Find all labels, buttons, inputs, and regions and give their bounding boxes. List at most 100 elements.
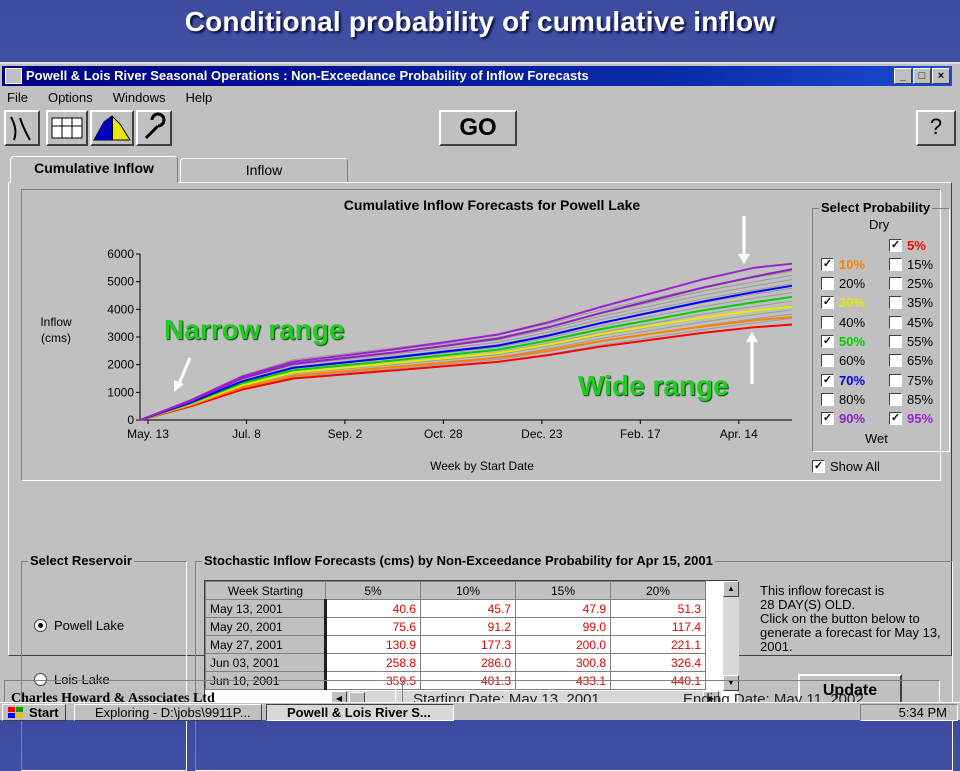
probability-checkbox[interactable]: ✓	[821, 373, 834, 387]
probability-checkbox[interactable]	[889, 335, 902, 348]
system-tray: 5:34 PM	[860, 704, 958, 721]
column-header[interactable]: 5%	[325, 581, 421, 600]
y-tick-label: 0	[127, 413, 134, 427]
probability-checkbox[interactable]	[821, 354, 834, 368]
help-button[interactable]: ?	[916, 110, 956, 146]
curve-tool-button[interactable]	[4, 110, 40, 146]
tab-cumulative-inflow[interactable]: Cumulative Inflow	[10, 156, 178, 183]
probability-checkbox[interactable]: ✓	[821, 257, 834, 271]
x-axis-label: Week by Start Date	[430, 459, 534, 473]
menu-help[interactable]: Help	[185, 90, 213, 105]
probability-checkbox[interactable]	[889, 296, 902, 310]
probability-option[interactable]: 45%	[889, 314, 933, 330]
probability-label: 85%	[907, 391, 934, 407]
probability-option[interactable]: ✓ 95%	[889, 411, 933, 427]
toolbar: GO ?	[2, 110, 956, 150]
probability-option[interactable]: 65%	[889, 353, 933, 369]
value-cell: 177.3	[420, 635, 516, 654]
probability-option[interactable]: 85%	[889, 391, 933, 407]
table-row[interactable]: May 20, 2001 75.6 91.2 99.0 117.4	[205, 617, 706, 636]
probability-option[interactable]: ✓ 10%	[821, 256, 865, 272]
distribution-tool-button[interactable]	[90, 110, 134, 146]
scroll-up-icon[interactable]: ▲	[723, 581, 739, 597]
settings-tool-button[interactable]	[136, 110, 172, 146]
column-header[interactable]: 20%	[610, 581, 706, 600]
app-window: Powell & Lois River Seasonal Operations …	[0, 62, 960, 771]
taskbar-item-app[interactable]: Powell & Lois River S...	[266, 704, 454, 721]
value-cell: 300.8	[515, 653, 611, 672]
radio-button[interactable]	[34, 673, 47, 686]
probability-checkbox[interactable]: ✓	[889, 238, 902, 252]
probability-checkbox[interactable]	[821, 315, 834, 329]
value-cell: 75.6	[325, 617, 421, 636]
show-all-checkbox[interactable]: ✓ Show All	[812, 458, 880, 474]
probability-checkbox[interactable]	[821, 392, 834, 406]
probability-checkbox[interactable]: ✓	[821, 335, 834, 348]
scroll-down-icon[interactable]: ▼	[723, 675, 739, 691]
probability-checkbox[interactable]	[889, 257, 902, 271]
x-tick-label: Oct. 28	[424, 427, 463, 441]
probability-option[interactable]: 15%	[889, 256, 933, 272]
value-cell: 47.9	[515, 599, 611, 618]
probability-checkbox[interactable]	[821, 277, 834, 291]
table-row[interactable]: May 27, 2001 130.9 177.3 200.0 221.1	[205, 635, 706, 654]
value-cell: 99.0	[515, 617, 611, 636]
menu-options[interactable]: Options	[47, 90, 93, 105]
probability-label: 95%	[907, 411, 934, 427]
menu-windows[interactable]: Windows	[112, 90, 166, 105]
probability-label: 55%	[907, 334, 934, 349]
probability-checkbox[interactable]: ✓	[889, 412, 902, 426]
column-header[interactable]: 15%	[515, 581, 611, 600]
info-line: 28 DAY(S) OLD.	[760, 597, 856, 612]
probability-option[interactable]: 80%	[821, 391, 865, 407]
probability-label: 20%	[839, 276, 866, 292]
minimize-button[interactable]: _	[894, 68, 912, 84]
table-row[interactable]: May 13, 2001 40.6 45.7 47.9 51.3	[205, 599, 706, 618]
probability-checkbox[interactable]	[889, 392, 902, 406]
probability-option[interactable]: 75%	[889, 372, 933, 388]
probability-option[interactable]: 25%	[889, 276, 933, 292]
probability-option[interactable]: 40%	[821, 314, 865, 330]
table-tool-button[interactable]	[46, 110, 88, 146]
taskbar-item-explorer[interactable]: Exploring - D:\jobs\9911P...	[74, 704, 262, 721]
probability-option[interactable]: ✓ 30%	[821, 295, 865, 311]
radio-powell-lake[interactable]: Powell Lake	[34, 618, 124, 633]
probability-option[interactable]: ✓ 70%	[821, 372, 865, 388]
y-tick-label: 4000	[107, 302, 134, 316]
probability-option[interactable]: ✓ 5%	[889, 237, 926, 253]
radio-lois-lake[interactable]: Lois Lake	[34, 672, 110, 687]
go-button[interactable]: GO	[439, 110, 517, 146]
info-line: generate a forecast for May 13,	[760, 625, 941, 640]
menu-file[interactable]: File	[7, 90, 28, 105]
probability-checkbox[interactable]	[889, 315, 902, 329]
probability-option[interactable]: ✓ 50%	[821, 334, 865, 350]
y-tick-label: 1000	[107, 385, 134, 399]
probability-option[interactable]: 35%	[889, 295, 933, 311]
show-all-label: Show All	[830, 458, 880, 474]
probability-checkbox[interactable]: ✓	[821, 296, 834, 310]
probability-checkbox[interactable]	[889, 354, 902, 368]
probability-option[interactable]: ✓ 90%	[821, 411, 865, 427]
column-header[interactable]: Week Starting	[205, 581, 326, 600]
radio-button[interactable]	[34, 619, 47, 632]
column-header[interactable]: 10%	[420, 581, 516, 600]
probability-checkbox[interactable]: ✓	[821, 412, 834, 426]
show-all-check[interactable]: ✓	[812, 459, 825, 473]
start-button[interactable]: Start	[2, 704, 66, 721]
table-row[interactable]: Jun 03, 2001 258.8 286.0 300.8 326.4	[205, 653, 706, 672]
narrow-range-label: Narrow range	[164, 314, 345, 345]
forecast-title: Stochastic Inflow Forecasts (cms) by Non…	[202, 553, 715, 568]
x-tick-label: Dec. 23	[521, 427, 563, 441]
close-button[interactable]: ×	[932, 68, 950, 84]
probability-option[interactable]: 20%	[821, 276, 865, 292]
probability-option[interactable]: 60%	[821, 353, 865, 369]
probability-checkbox[interactable]	[889, 373, 902, 387]
vertical-scrollbar[interactable]: ▲ ▼	[723, 581, 739, 691]
maximize-button[interactable]: □	[913, 68, 931, 84]
probability-label: 75%	[907, 372, 934, 388]
tab-panel: Cumulative Inflow Forecasts for Powell L…	[8, 182, 953, 771]
probability-checkbox[interactable]	[889, 277, 902, 291]
probability-option[interactable]: 55%	[889, 334, 933, 350]
tab-inflow[interactable]: Inflow	[180, 158, 348, 182]
forecast-grid[interactable]: Week Starting 5% 10% 15% 20% May 13, 2001 40.…	[204, 580, 739, 710]
